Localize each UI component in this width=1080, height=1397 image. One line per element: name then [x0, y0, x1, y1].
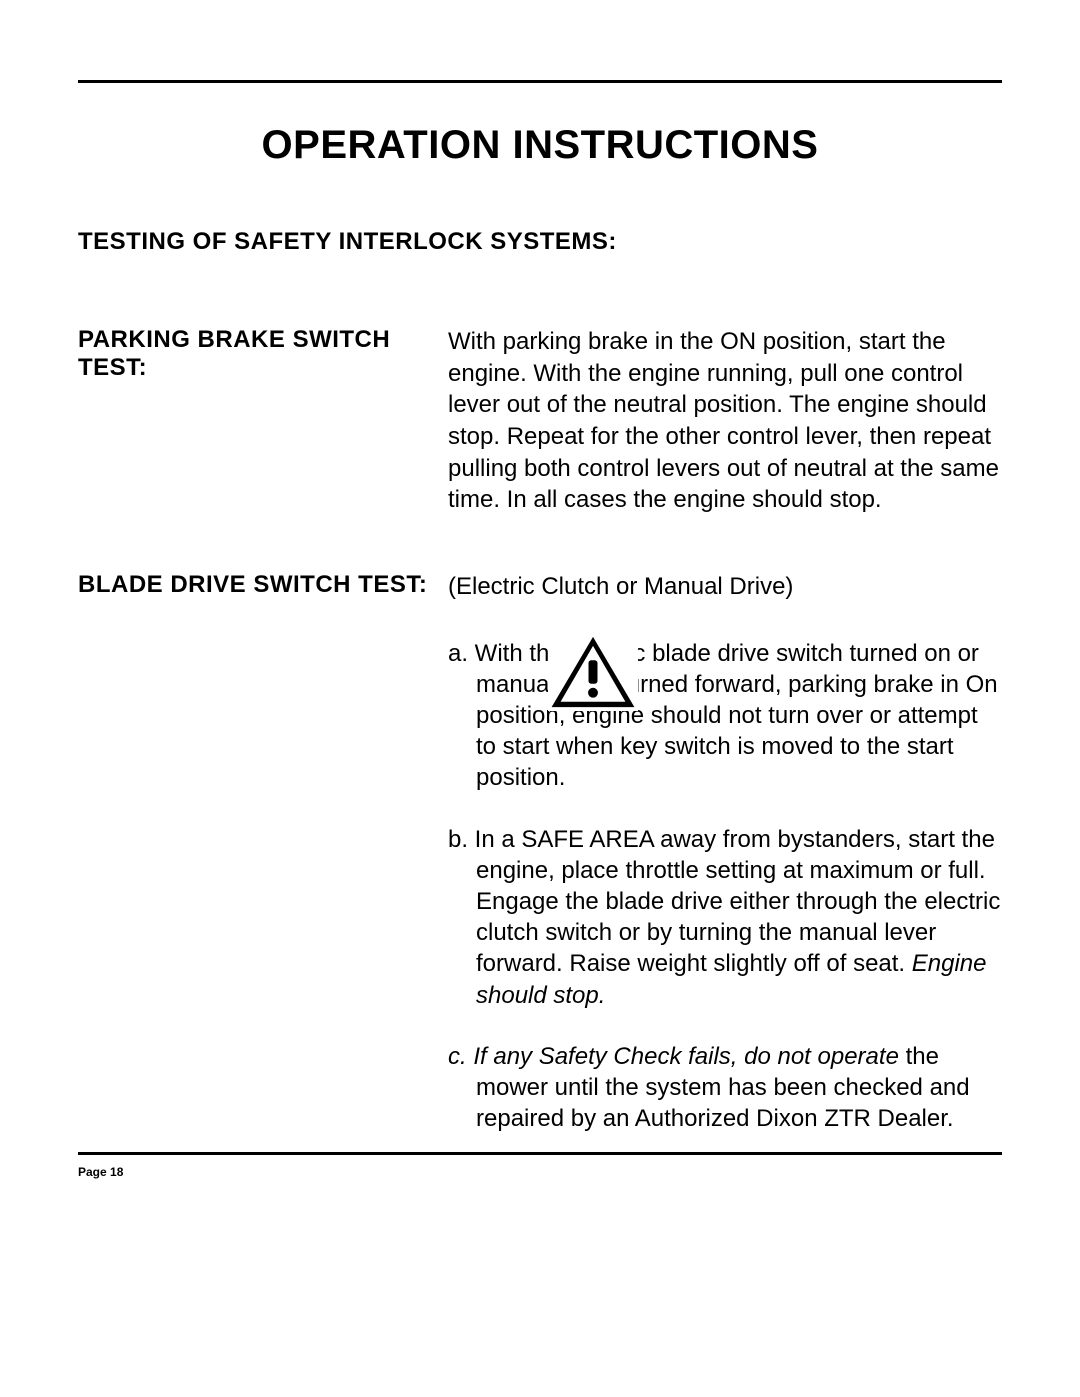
page-title: OPERATION INSTRUCTIONS	[78, 123, 1002, 168]
parking-brake-label: PARKING BRAKE SWITCH TEST:	[78, 326, 448, 382]
blade-drive-row: BLADE DRIVE SWITCH TEST: (Electric Clutc…	[78, 571, 1002, 603]
parking-brake-row: PARKING BRAKE SWITCH TEST: With parking …	[78, 326, 1002, 516]
list-item-a: a. With the electric blade drive switch …	[448, 638, 1002, 794]
warning-triangle-icon	[548, 633, 638, 711]
blade-drive-list: a. With the electric blade drive switch …	[448, 638, 1002, 1135]
top-horizontal-rule	[78, 80, 1002, 83]
list-item-b: b. In a SAFE AREA away from bystanders, …	[448, 824, 1002, 1011]
page-number: Page 18	[78, 1165, 1002, 1179]
list-item-c: c. If any Safety Check fails, do not ope…	[448, 1041, 1002, 1135]
parking-brake-text: With parking brake in the ON position, s…	[448, 326, 1002, 516]
bottom-horizontal-rule	[78, 1152, 1002, 1155]
blade-drive-intro: (Electric Clutch or Manual Drive)	[448, 571, 1002, 603]
blade-drive-label: BLADE DRIVE SWITCH TEST:	[78, 571, 448, 599]
document-page: OPERATION INSTRUCTIONS TESTING OF SAFETY…	[0, 0, 1080, 1397]
section-heading: TESTING OF SAFETY INTERLOCK SYSTEMS:	[78, 228, 1002, 256]
list-item-c-italic: c. If any Safety Check fails, do not ope…	[448, 1043, 906, 1070]
list-item-a-text: a. With the electric blade drive switch …	[448, 638, 1002, 794]
